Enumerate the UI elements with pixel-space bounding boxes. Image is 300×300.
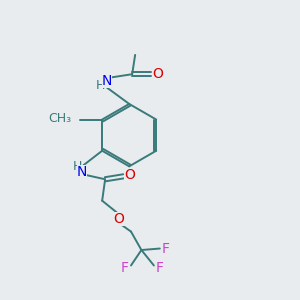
Text: O: O (124, 168, 135, 182)
Text: N: N (77, 164, 87, 178)
Text: H: H (96, 79, 105, 92)
Text: CH₃: CH₃ (48, 112, 72, 125)
Text: F: F (162, 242, 170, 256)
Text: N: N (102, 74, 112, 88)
Text: H: H (73, 160, 82, 173)
Text: F: F (121, 261, 129, 275)
Text: O: O (152, 67, 163, 81)
Text: O: O (114, 212, 124, 226)
Text: F: F (156, 261, 164, 275)
